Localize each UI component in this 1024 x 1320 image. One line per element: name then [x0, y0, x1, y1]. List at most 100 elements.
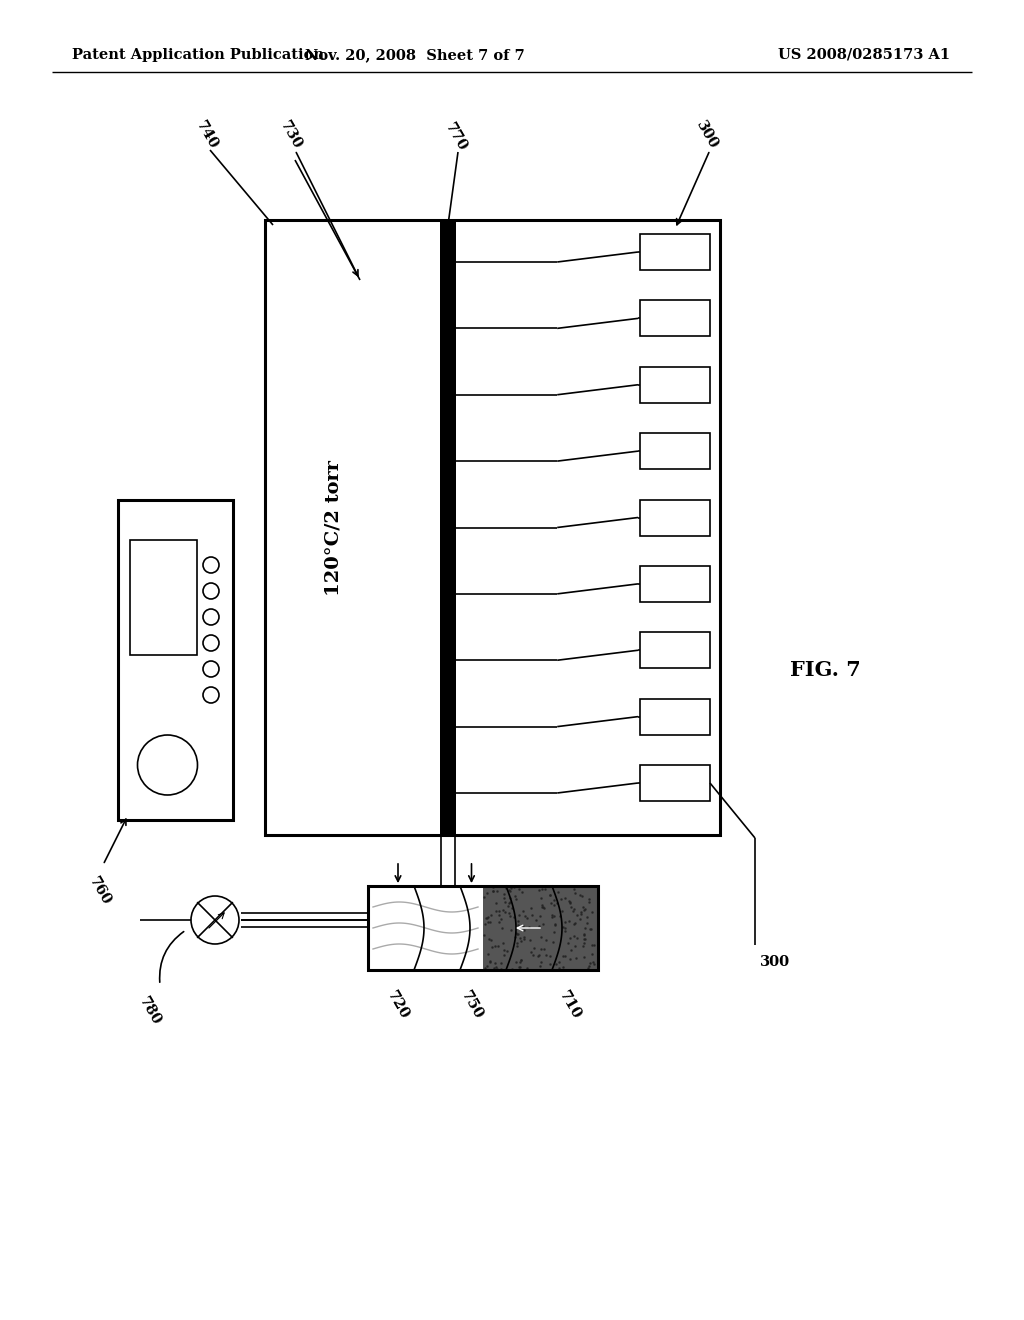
Point — [566, 899, 583, 920]
Point — [560, 891, 577, 912]
Point — [523, 898, 540, 919]
Point — [507, 925, 523, 946]
Text: 770: 770 — [442, 121, 470, 154]
Text: Patent Application Publication: Patent Application Publication — [72, 48, 324, 62]
Point — [487, 952, 504, 973]
Point — [478, 883, 495, 904]
Point — [485, 876, 502, 898]
Point — [546, 890, 562, 911]
Point — [532, 927, 549, 948]
Point — [551, 957, 567, 978]
Point — [523, 941, 540, 962]
Point — [480, 912, 497, 933]
Bar — [640, 698, 710, 735]
Text: 720: 720 — [384, 987, 412, 1022]
Point — [534, 896, 550, 917]
Point — [550, 882, 566, 903]
Point — [542, 884, 558, 906]
Point — [584, 942, 600, 964]
Point — [518, 908, 535, 929]
Point — [543, 960, 559, 981]
Point — [581, 956, 597, 977]
Point — [557, 946, 573, 968]
Point — [482, 911, 499, 932]
Point — [483, 937, 500, 958]
Point — [575, 899, 592, 920]
Bar — [640, 632, 710, 668]
Point — [544, 892, 560, 913]
Point — [581, 888, 597, 909]
Point — [499, 941, 515, 962]
Point — [584, 902, 600, 923]
Point — [546, 894, 562, 915]
Point — [513, 949, 529, 970]
Point — [482, 952, 499, 973]
Point — [481, 950, 498, 972]
Bar — [130, 540, 197, 655]
Point — [536, 913, 552, 935]
Text: FIG. 7: FIG. 7 — [790, 660, 861, 680]
Point — [568, 904, 585, 925]
Point — [490, 936, 507, 957]
Point — [488, 880, 505, 902]
Point — [538, 945, 554, 966]
Point — [581, 891, 597, 912]
Point — [511, 879, 527, 900]
Point — [478, 956, 495, 977]
Point — [574, 936, 591, 957]
Point — [510, 924, 526, 945]
Point — [572, 884, 589, 906]
Point — [475, 924, 492, 945]
Point — [542, 945, 558, 966]
Point — [528, 909, 545, 931]
Point — [553, 888, 569, 909]
Point — [562, 949, 579, 970]
Point — [573, 902, 590, 923]
Point — [532, 939, 549, 960]
Point — [524, 945, 541, 966]
Point — [585, 952, 601, 973]
Point — [552, 906, 568, 927]
Point — [496, 940, 512, 961]
Point — [493, 908, 509, 929]
Point — [526, 937, 543, 958]
Text: US 2008/0285173 A1: US 2008/0285173 A1 — [778, 48, 950, 62]
Point — [578, 928, 594, 949]
Point — [514, 882, 530, 903]
Point — [579, 907, 595, 928]
Point — [511, 957, 527, 978]
Point — [530, 916, 547, 937]
Point — [488, 957, 505, 978]
Point — [551, 950, 567, 972]
Point — [536, 898, 552, 919]
Text: 760: 760 — [86, 875, 114, 908]
Point — [513, 949, 529, 970]
Point — [501, 902, 517, 923]
Point — [578, 917, 594, 939]
Point — [562, 891, 579, 912]
Point — [547, 915, 563, 936]
Point — [510, 911, 526, 932]
Point — [523, 906, 540, 927]
Text: 780: 780 — [136, 995, 164, 1028]
Point — [575, 933, 592, 954]
Point — [532, 906, 549, 927]
Point — [563, 939, 580, 960]
Point — [557, 920, 573, 941]
Text: 710: 710 — [557, 987, 584, 1022]
Point — [504, 898, 520, 919]
Bar — [440, 220, 456, 836]
Bar — [640, 301, 710, 337]
Point — [502, 887, 518, 908]
Point — [494, 917, 510, 939]
Point — [572, 904, 589, 925]
Point — [554, 916, 570, 937]
Point — [496, 945, 512, 966]
Point — [586, 935, 602, 956]
Point — [521, 916, 538, 937]
Point — [560, 932, 577, 953]
Text: 740: 740 — [194, 119, 220, 152]
Point — [522, 929, 539, 950]
Point — [534, 895, 550, 916]
Circle shape — [191, 896, 239, 944]
